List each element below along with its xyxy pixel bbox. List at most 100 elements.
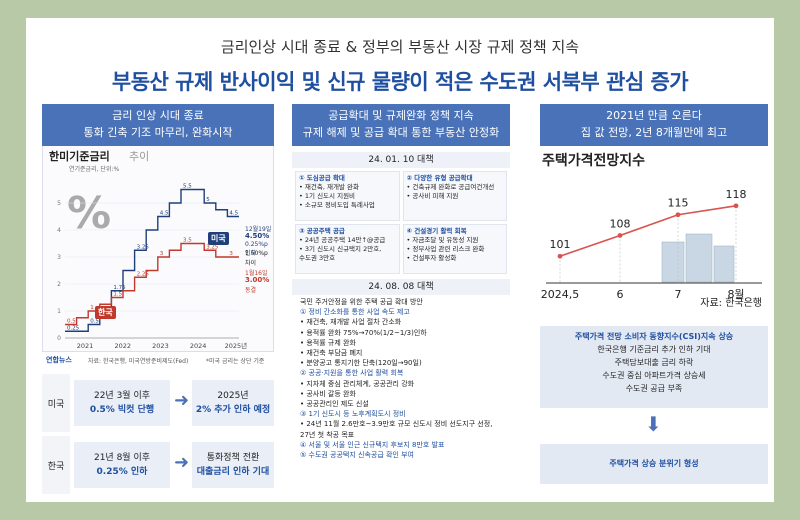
rate-x-tick: 2022	[114, 342, 131, 350]
policy-list-item: ④ 서울 및 서울 인근 신규택지 후보지 8만호 발표	[300, 440, 445, 449]
policy-cell: ③ 공공주택 공급 • 24년 공공주택 14만↑@공급 • 3기 신도시 신규택…	[295, 224, 400, 274]
rate-chart: 한미기준금리 추이 연기준금리, 단위:% % 0 1 2 3 4 5 0.25 0.5 1.7…	[42, 146, 274, 352]
percent-glyph: %	[67, 188, 112, 239]
policy-list-item: ① 정비 간소화를 통한 사업 속도 제고	[300, 308, 410, 317]
kr-note-change: 동결	[245, 287, 257, 294]
rate-chart-title-suffix: 추이	[129, 150, 150, 163]
column-outlook: 2021년 만큼 오른다 집 값 전망, 2년 8개월만에 최고 주택가격전망지…	[540, 104, 768, 310]
rate-y-tick: 0	[57, 335, 61, 342]
policy-cell-body: • 자금조달 및 유동성 지원 • 정부사업 관련 리스크 완화 • 건설투자 …	[406, 236, 485, 262]
rate-x-tick: 2025년	[225, 341, 248, 350]
policy-list-item: 27년 첫 착공 목표	[300, 430, 355, 439]
policy-list: 국민 주거안정을 위한 주택 공급 확대 방안 ① 정비 간소화를 통한 사업 속…	[292, 295, 510, 462]
rate-data-label: 3.25	[206, 244, 219, 250]
rate-data-label: 3.25	[137, 244, 150, 250]
arrow-right-icon: ➜	[174, 452, 190, 473]
gap-note-label: 차이	[245, 260, 257, 267]
price-outlook-chart: 주택가격전망지수 101 2024,5 108 6 115 7 118 8월 자료: 한국은행	[540, 146, 768, 310]
arrow-down-icon: ⬇	[645, 412, 662, 436]
policy-list-item: ⑤ 수도권 공공택지 신속공급 확인 부여	[300, 451, 415, 460]
gap-note-value: 1.50%p	[245, 250, 268, 257]
column-outlook-header: 2021년 만큼 오른다 집 값 전망, 2년 8개월만에 최고	[540, 104, 768, 146]
column-rates: 금리 인상 시대 종료 통화 긴축 기조 마무리, 완화시작 한미기준금리 추이…	[42, 104, 274, 370]
column-outlook-header-line2: 집 값 전망, 2년 8개월만에 최고	[580, 126, 728, 139]
kr-policy-row: 한국 21년 8월 이후 0.25% 인하 ➜ 통화정책 전환 대출금리 인하 …	[42, 436, 274, 494]
column-policy-header-line1: 공급확대 및 규제완화 정책 지속	[328, 109, 474, 122]
policy-list-item: ③ 1기 신도시 등 노후계획도시 정비	[300, 410, 406, 419]
policy-list-item: • 분양공고 통지기한 단축(120일→90일)	[300, 359, 422, 368]
rate-y-tick: 2	[57, 281, 61, 288]
price-data-label: 118	[726, 188, 747, 201]
rate-y-tick: 1	[57, 308, 61, 315]
rate-chart-svg: 0123450.250.51.753.254.55.554.50.511.52.…	[57, 184, 248, 351]
kr-policy-future-what: 대출금리 인하 기대	[196, 467, 270, 477]
rate-data-label: 1.5	[113, 292, 122, 298]
us-policy-past: 22년 3월 이후 0.5% 빅컷 단행	[74, 380, 170, 426]
policy-date-2: 24. 08. 08 대책	[292, 279, 510, 295]
price-point	[675, 212, 681, 218]
rate-series-kr	[65, 242, 239, 326]
rate-y-tick: 5	[57, 200, 61, 207]
price-outlook-source: 자료: 한국은행	[700, 298, 762, 309]
outlook-factor: 주택가격 전망 소비자 동향지수(CSI)지속 상승	[574, 332, 734, 341]
rate-data-label: 3.5	[183, 238, 192, 244]
policy-cell: ② 다양한 유형 공급확대 • 건축규제 완화로 공급여건개선 • 공사비 피해 …	[402, 171, 507, 221]
kr-note-rate: 3.00%	[245, 276, 270, 284]
policy-cell-body: • 24년 공공주택 14만↑@공급 • 3기 신도시 신규택지 2만호, 수도…	[299, 236, 386, 262]
policy-list-item: ② 공공·지원을 통한 사업 활력 회복	[300, 369, 404, 378]
buildings-icon	[661, 233, 735, 283]
policy-list-item: • 용적률 완화 75%→70%(1/2~1/3)인하	[300, 328, 427, 337]
policy-list-item: • 지자체 중심 관리체계, 공공관리 강화	[300, 379, 415, 388]
price-x-tick: 2024,5	[541, 288, 580, 301]
us-policy-past-when: 22년 3월 이후	[93, 391, 151, 401]
logo: 연합뉴스	[46, 356, 72, 364]
policy-cell-title: ③ 공공주택 공급	[299, 227, 345, 235]
price-point	[557, 253, 563, 259]
price-outlook-svg: 101 2024,5 108 6 115 7 118 8월	[541, 188, 762, 301]
price-data-label: 108	[610, 217, 631, 230]
rate-source: 자료: 한국은행, 미국연방준비제도(Fed)	[88, 358, 189, 365]
rate-data-label: 5.5	[183, 184, 192, 190]
price-data-label: 101	[550, 238, 571, 251]
policy-cell-body: • 건축규제 완화로 공급여건개선 • 공사비 피해 지원	[406, 183, 495, 200]
price-x-tick: 7	[675, 288, 682, 301]
rate-data-label: 5	[206, 197, 210, 203]
building	[713, 245, 735, 283]
price-data-label: 115	[668, 197, 689, 210]
us-note-rate: 4.50%	[245, 232, 270, 240]
outlook-factor: 수도권 공급 부족	[625, 384, 683, 393]
policy-cell: ① 도심공급 확대 • 재건축, 재개발 완화 • 1기 신도시 지원비 • 소규…	[295, 171, 400, 221]
us-note-date: 12월19일	[245, 226, 272, 233]
policy-list-item: • 공공관리인 제도 신설	[300, 400, 369, 409]
price-outlook-title: 주택가격전망지수	[542, 153, 646, 169]
us-policy-future: 2025년 2% 추가 인하 예정	[192, 380, 274, 426]
price-x-tick: 6	[617, 288, 624, 301]
price-x-tick: 8월	[727, 288, 744, 301]
us-tag: 미국	[208, 232, 229, 245]
building	[685, 233, 713, 283]
kr-policy-past: 21년 8월 이후 0.25% 인하	[74, 442, 170, 488]
policy-list-item: 국민 주거안정을 위한 주택 공급 확대 방안	[300, 298, 423, 306]
rate-x-tick: 2021	[77, 342, 94, 350]
rate-chart-title: 한미기준금리	[49, 150, 110, 163]
rate-y-tick: 3	[57, 254, 61, 261]
column-rates-header: 금리 인상 시대 종료 통화 긴축 기조 마무리, 완화시작	[42, 104, 274, 146]
us-policy-future-what: 2% 추가 인하 예정	[195, 405, 271, 415]
rate-chart-unit: 연기준금리, 단위:%	[69, 166, 120, 173]
policy-cell: ④ 건설경기 활력 회복 • 자금조달 및 유동성 지원 • 정부사업 관련 리스…	[402, 224, 507, 274]
rate-x-tick: 2024	[190, 342, 207, 350]
price-point	[733, 203, 739, 209]
kr-policy-future-when: 통화정책 전환	[206, 453, 260, 463]
policy-grid: ① 도심공급 확대 • 재건축, 재개발 완화 • 1기 신도시 지원비 • 소규…	[292, 168, 510, 277]
outlook-result: 주택가격 상승 분위기 형성	[540, 444, 768, 484]
kr-policy-past-when: 21년 8월 이후	[93, 453, 151, 463]
outlook-factor: 주택담보대출 금리 하락	[614, 358, 694, 367]
column-policy: 공급확대 및 규제완화 정책 지속 규제 해제 및 공급 확대 통한 부동산 안…	[292, 104, 510, 462]
column-rates-header-line2: 통화 긴축 기조 마무리, 완화시작	[83, 126, 233, 139]
rate-y-tick: 4	[57, 227, 61, 234]
outlook-factor: 한국은행 기준금리 추가 인하 기대	[597, 345, 711, 354]
rate-data-label: 4.5	[229, 211, 238, 217]
us-note-change: 0.25%p 인하	[245, 241, 268, 257]
policy-list-item: • 재건축, 재개발 사업 절차 간소화	[300, 318, 402, 327]
